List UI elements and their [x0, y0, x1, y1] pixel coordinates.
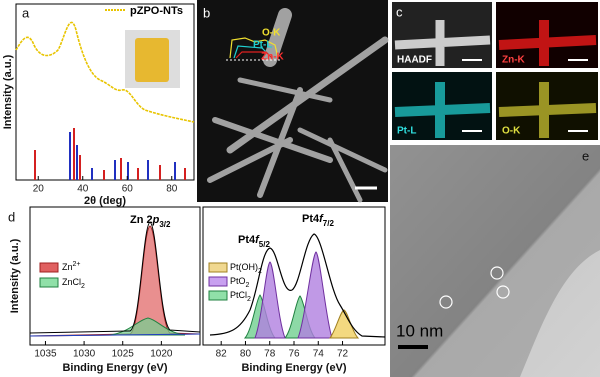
- legend-text: PtCl: [230, 290, 247, 300]
- peak-sub: 7/2: [323, 219, 335, 228]
- panel-e: 10 nm e: [390, 145, 600, 377]
- map-label: Zn-K: [502, 55, 526, 66]
- x-tick-label: 82: [216, 349, 228, 360]
- x-tick-label: 1020: [150, 349, 173, 360]
- markers: [439, 266, 510, 309]
- legend-text: Zn: [62, 262, 73, 272]
- peak-label: Pt4f5/2: [238, 234, 270, 249]
- film: [135, 38, 169, 82]
- peak-label: Pt4f7/2: [302, 213, 334, 228]
- scale-label: 10 nm: [396, 321, 443, 340]
- y-axis-label: Intensity (a.u.): [9, 238, 21, 313]
- zn-spectrum: [29, 221, 201, 334]
- plot-frame: [29, 206, 201, 346]
- peak-sub: 5/2: [259, 240, 271, 249]
- pt-spectrum: [209, 233, 386, 338]
- panel-label: b: [203, 5, 210, 20]
- y-axis-label: Intensity (a.u.): [2, 54, 14, 129]
- nanotubes: [207, 8, 389, 203]
- panel-b: O-K Pt-L Zn-K b: [197, 0, 389, 203]
- x-tick-label: 1025: [112, 349, 135, 360]
- legend-label: pZPO-NTs: [130, 5, 183, 17]
- reference-lines: [34, 128, 186, 180]
- legend-sup: 2+: [73, 261, 81, 268]
- x-tick-label: 40: [77, 184, 89, 195]
- legend-sub: 2: [81, 283, 85, 290]
- legend-label: PtCl2: [230, 290, 251, 303]
- annotation: O-K: [262, 28, 281, 39]
- x-tick-label: 80: [240, 349, 252, 360]
- legend-text: ZnCl: [62, 277, 81, 287]
- x-tick-label: 60: [122, 184, 134, 195]
- peak-text: Pt4: [238, 234, 256, 246]
- panel-label: c: [396, 4, 403, 19]
- x-tick-label: 1035: [34, 349, 57, 360]
- map-label: O-K: [502, 126, 521, 137]
- x-tick-label: 80: [166, 184, 178, 195]
- legend-label: ZnCl2: [62, 277, 85, 290]
- x-tick-label: 78: [264, 349, 276, 360]
- legend-sub: 2: [258, 268, 262, 275]
- annotation: Zn-K: [261, 52, 285, 63]
- peak-sub: 3/2: [159, 220, 171, 229]
- x-tick-label: 74: [313, 349, 325, 360]
- legend-label: Pt(OH)2: [230, 262, 262, 275]
- baseline: [29, 333, 201, 337]
- legend-text: Pt(OH): [230, 262, 258, 272]
- x-axis-label: Binding Energy (eV): [241, 362, 346, 374]
- zn2-fit: [29, 225, 201, 337]
- xrd-curve: [15, 21, 195, 123]
- panel-label: a: [22, 5, 30, 20]
- peak-text: Pt4: [302, 213, 320, 225]
- legend-text: PtO: [230, 276, 246, 286]
- haadf-tube: [394, 20, 491, 66]
- legend-label: Zn2+: [62, 261, 81, 272]
- x-tick-label: 20: [33, 184, 45, 195]
- map-label: Pt-L: [397, 126, 416, 137]
- panel-a: pZPO-NTs a Intensity (a.u.) 2θ (deg): [2, 3, 195, 207]
- peak-text: Zn 2: [130, 214, 153, 226]
- o-line: [229, 37, 279, 59]
- x-axis-label: 2θ (deg): [84, 195, 126, 207]
- x-tick-label: 1030: [73, 349, 96, 360]
- legend-sub: 2: [246, 282, 250, 289]
- map-label: HAADF: [397, 55, 432, 66]
- legend-sub: 2: [247, 296, 251, 303]
- panel-label: d: [8, 209, 15, 224]
- panel-label: e: [582, 148, 589, 163]
- panel-c: HAADF Zn-K Pt-L O-K c: [390, 0, 600, 142]
- x-tick-label: 76: [288, 349, 300, 360]
- peak-italic: p: [152, 214, 160, 226]
- panel-d: Zn2+ ZnCl2 Zn 2p3/2 Pt(OH)2 PtO2 PtCl2 P…: [8, 206, 386, 374]
- x-tick-label: 72: [337, 349, 349, 360]
- zn-line: [235, 51, 273, 59]
- peak-italic: f: [255, 234, 260, 246]
- peak-italic: f: [319, 213, 324, 225]
- x-axis-label: Binding Energy (eV): [62, 362, 167, 374]
- legend-label: PtO2: [230, 276, 250, 289]
- annotation: Pt-L: [253, 40, 272, 51]
- peak-label: Zn 2p3/2: [130, 214, 171, 229]
- zncl2-fit: [109, 317, 186, 336]
